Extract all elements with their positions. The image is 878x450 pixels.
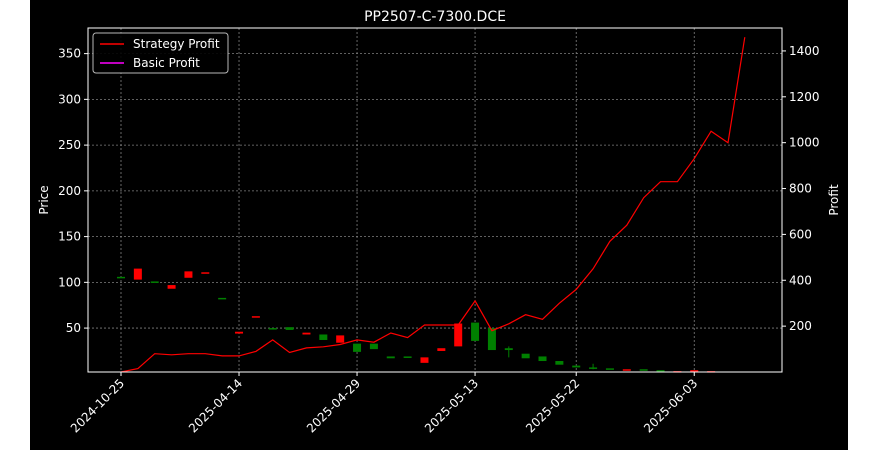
right-tick-label: 800 (789, 182, 812, 196)
candle-body (133, 268, 142, 280)
candle-body (487, 328, 496, 351)
candle-body (235, 331, 244, 334)
right-axis: 200 400 600 800 1000 1200 1400 (782, 44, 820, 333)
chart-title: PP2507-C-7300.DCE (364, 9, 506, 25)
left-tick-label: 150 (58, 230, 81, 244)
right-tick-label: 1200 (789, 90, 820, 104)
candle-body (656, 370, 665, 372)
left-tick-label: 200 (58, 184, 81, 198)
left-tick-label: 250 (58, 138, 81, 152)
right-tick-label: 600 (789, 227, 812, 241)
candle-body (167, 285, 176, 289)
candle-body (589, 367, 598, 369)
legend: Strategy Profit Basic Profit (92, 32, 229, 74)
candle-body (353, 343, 362, 352)
series-line-0 (120, 37, 746, 373)
right-tick-label: 1000 (789, 136, 820, 150)
left-axis: 50 100 150 200 250 300 350 (58, 47, 88, 335)
candle-body (622, 369, 631, 371)
candle-body (403, 356, 412, 358)
candle-body (605, 368, 614, 370)
left-axis-label: Price (37, 185, 51, 214)
plot-frame (87, 27, 783, 373)
right-tick-label: 1400 (789, 44, 820, 58)
candle-body (555, 361, 564, 365)
candle-body (690, 370, 699, 372)
left-tick-label: 300 (58, 92, 81, 106)
candle-body (150, 281, 159, 283)
legend-label-basic: Basic Profit (133, 56, 200, 70)
legend-box (92, 32, 229, 74)
right-tick-label: 200 (789, 319, 812, 333)
candle-body (302, 332, 311, 335)
candle-body (386, 356, 395, 359)
candle-body (437, 348, 446, 351)
candle-body (319, 334, 328, 340)
legend-label-strategy: Strategy Profit (133, 37, 220, 51)
left-tick-label: 100 (58, 275, 81, 289)
candles (117, 268, 716, 373)
candle-body (369, 343, 378, 350)
candle-body (572, 365, 581, 368)
candle-body (639, 369, 648, 371)
candle-body (504, 348, 513, 351)
candle-body (336, 335, 345, 343)
profit-lines (120, 37, 746, 373)
left-tick-label: 50 (66, 321, 81, 335)
candle-body (201, 272, 210, 274)
candle-body (454, 323, 463, 347)
candle-body (420, 357, 429, 363)
candle-body (251, 316, 260, 318)
right-tick-label: 400 (789, 273, 812, 287)
candle-body (471, 322, 480, 341)
candle-body (184, 271, 193, 278)
candle-body (117, 276, 125, 279)
grid (88, 28, 782, 372)
right-axis-label: Profit (827, 184, 841, 216)
candle-body (268, 328, 277, 330)
left-tick-label: 350 (58, 47, 81, 61)
candle-body (285, 327, 294, 330)
candle-body (218, 297, 227, 300)
candle-body (521, 353, 530, 359)
candle-body (538, 356, 547, 362)
figure-background (30, 0, 848, 450)
